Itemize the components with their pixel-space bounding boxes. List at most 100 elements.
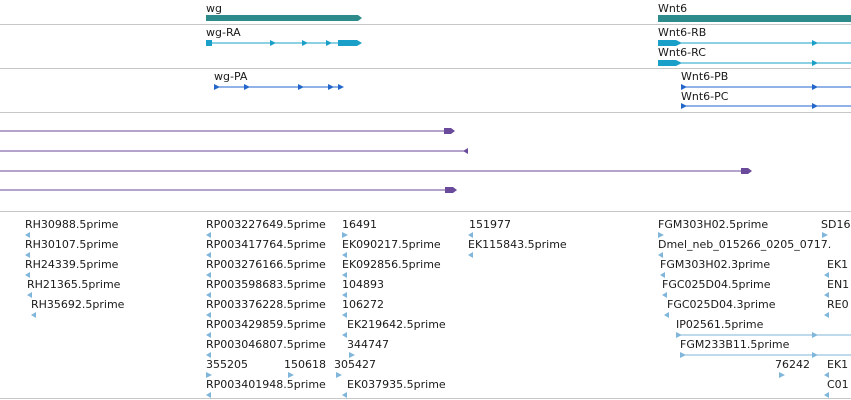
est-feature[interactable] [342,392,347,398]
alignment-track [0,128,752,193]
alignment-feature[interactable] [0,148,468,154]
alignment-feature[interactable] [0,168,752,174]
protein-wnt6-pb[interactable] [681,84,851,90]
gene-feature-wnt6[interactable] [658,15,851,22]
est-feature[interactable] [680,352,851,358]
est-feature[interactable] [206,372,212,378]
est-label: RH24339.5prime [25,258,119,271]
est-label: 16491 [342,218,377,231]
est-feature[interactable] [206,352,211,358]
est-feature[interactable] [206,252,211,258]
est-label: RP003401948.5prime [206,378,326,391]
est-feature[interactable] [31,312,36,318]
est-feature[interactable] [824,312,829,318]
alignment-feature[interactable] [0,128,455,134]
est-feature[interactable] [779,372,785,378]
est-label: SD16 [821,218,851,231]
est-feature[interactable] [662,292,667,298]
transcript-wnt6-rb[interactable] [658,40,851,46]
gene-feature-wg[interactable] [206,15,362,21]
protein-wg-pa[interactable] [214,84,344,90]
est-feature[interactable] [822,232,828,238]
est-feature[interactable] [342,312,347,318]
est-label: RE0 [827,298,849,311]
transcript-wg-ra[interactable] [206,40,362,46]
transcript-label-wg-ra: wg-RA [206,26,241,39]
protein-label-wnt6-pc: Wnt6-PC [681,90,729,103]
est-feature[interactable] [660,272,665,278]
est-feature[interactable] [342,232,348,238]
protein-track [214,84,851,109]
track-divider [0,112,851,113]
est-feature[interactable] [468,232,473,238]
est-label: 151977 [469,218,511,231]
est-feature[interactable] [658,252,663,258]
est-label: EK092856.5prime [342,258,441,271]
est-label: RP003417764.5prime [206,238,326,251]
est-feature[interactable] [468,252,473,258]
transcript-wnt6-rc[interactable] [658,60,851,66]
est-label: FGM303H02.3prime [660,258,771,271]
est-label: FGM233B11.5prime [680,338,790,351]
est-label: C01 [827,378,849,391]
est-feature[interactable] [25,232,30,238]
est-label: 104893 [342,278,384,291]
est-label: RH21365.5prime [27,278,121,291]
est-feature[interactable] [288,372,294,378]
est-feature[interactable] [824,272,829,278]
est-track [25,232,851,398]
est-feature[interactable] [206,392,211,398]
est-feature[interactable] [658,232,664,238]
est-feature[interactable] [206,272,211,278]
est-label: EK090217.5prime [342,238,441,251]
est-feature[interactable] [25,252,30,258]
est-feature[interactable] [676,332,851,338]
est-feature[interactable] [336,372,342,378]
est-label: EK1 [827,358,849,371]
protein-label-wg-pa: wg-PA [214,70,248,83]
protein-wnt6-pc[interactable] [681,103,851,109]
est-feature[interactable] [342,292,347,298]
est-label: 355205 [206,358,248,371]
gene-track [206,15,851,22]
alignment-feature[interactable] [0,187,457,193]
est-feature[interactable] [206,312,211,318]
est-label: 106272 [342,298,384,311]
protein-label-wnt6-pb: Wnt6-PB [681,70,729,83]
est-label: EK037935.5prime [347,378,446,391]
est-label: RP003598683.5prime [206,278,326,291]
est-feature[interactable] [206,332,211,338]
est-label: Dmel_neb_015266_0205_0717. [658,238,832,251]
est-label: FGC025D04.3prime [667,298,776,311]
est-label: IP02561.5prime [676,318,764,331]
transcript-label-wnt6-rb: Wnt6-RB [658,26,707,39]
est-feature[interactable] [206,232,211,238]
est-feature[interactable] [342,332,347,338]
est-label: RH30988.5prime [25,218,119,231]
track-divider [0,24,851,25]
est-feature[interactable] [206,292,211,298]
est-label: RP003227649.5prime [206,218,326,231]
est-label: EK1 [827,258,849,271]
est-label: EK219642.5prime [347,318,446,331]
est-label: 305427 [334,358,376,371]
est-feature[interactable] [25,272,30,278]
est-label: 76242 [775,358,810,371]
est-feature[interactable] [824,292,829,298]
est-feature[interactable] [824,372,829,378]
gene-label-wg: wg [206,2,222,15]
est-feature[interactable] [342,252,347,258]
est-label: 150618 [284,358,326,371]
est-feature[interactable] [664,312,669,318]
track-divider [0,211,851,212]
est-label: EK115843.5prime [468,238,567,251]
est-label: RP003046807.5prime [206,338,326,351]
est-feature[interactable] [824,392,829,398]
est-label: RP003429859.5prime [206,318,326,331]
est-feature[interactable] [27,292,32,298]
est-feature[interactable] [349,352,355,358]
track-divider [0,68,851,69]
transcript-label-wnt6-rc: Wnt6-RC [658,46,706,59]
est-feature[interactable] [342,272,347,278]
